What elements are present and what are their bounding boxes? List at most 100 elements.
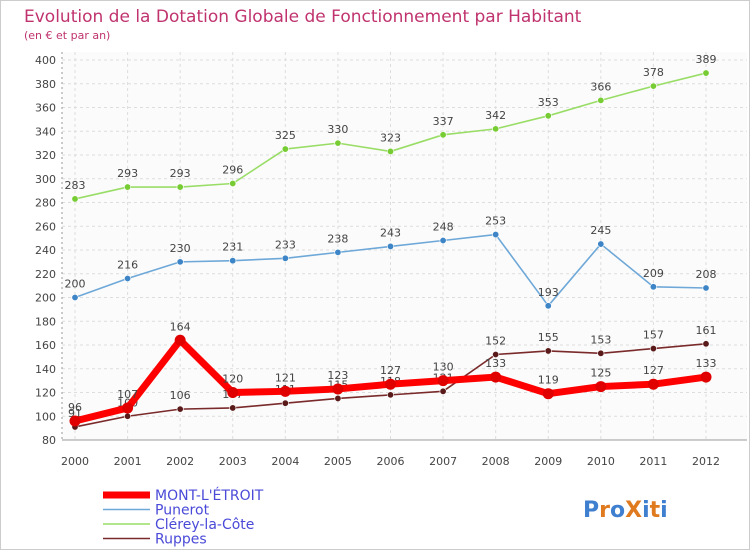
data-point bbox=[492, 125, 500, 133]
x-tick-label: 2000 bbox=[61, 455, 89, 468]
x-tick-label: 2002 bbox=[166, 455, 194, 468]
data-point bbox=[174, 334, 186, 346]
data-point bbox=[439, 237, 447, 245]
data-label: 200 bbox=[65, 278, 86, 291]
y-tick-label: 280 bbox=[35, 197, 56, 210]
data-label: 120 bbox=[222, 373, 243, 386]
legend-label: Clérey-la-Côte bbox=[155, 517, 254, 533]
data-label: 152 bbox=[485, 335, 506, 348]
data-point bbox=[334, 139, 342, 147]
legend-label: Ruppes bbox=[155, 532, 207, 548]
logo-letter: o bbox=[610, 498, 625, 523]
data-label: 133 bbox=[485, 357, 506, 370]
x-tick-label: 2005 bbox=[324, 455, 352, 468]
data-point bbox=[334, 248, 342, 256]
data-point bbox=[69, 415, 81, 427]
y-tick-label: 200 bbox=[35, 292, 56, 305]
logo-letter: r bbox=[599, 498, 610, 523]
data-label: 127 bbox=[380, 364, 401, 377]
y-tick-label: 400 bbox=[35, 54, 56, 67]
proxiti-logo: ProXiti bbox=[583, 498, 668, 523]
data-label: 161 bbox=[696, 324, 717, 337]
data-point bbox=[700, 371, 712, 383]
data-label: 153 bbox=[590, 333, 611, 346]
y-tick-label: 300 bbox=[35, 173, 56, 186]
data-label: 216 bbox=[117, 259, 138, 272]
data-point bbox=[124, 274, 132, 282]
data-point bbox=[124, 183, 132, 191]
logo-text: ProXiti bbox=[583, 498, 668, 523]
data-label: 323 bbox=[380, 131, 401, 144]
legend-label: Punerot bbox=[155, 503, 210, 519]
data-point bbox=[439, 131, 447, 139]
data-label: 164 bbox=[170, 320, 191, 333]
data-point bbox=[281, 399, 289, 407]
data-point bbox=[176, 405, 184, 413]
data-point bbox=[71, 293, 79, 301]
chart-subtitle: (en € et par an) bbox=[24, 29, 110, 42]
data-point bbox=[597, 240, 605, 248]
data-point bbox=[490, 371, 502, 383]
y-tick-label: 260 bbox=[35, 220, 56, 233]
data-point bbox=[595, 381, 607, 393]
data-point bbox=[439, 387, 447, 395]
data-point bbox=[544, 302, 552, 310]
data-point bbox=[334, 394, 342, 402]
data-point bbox=[702, 69, 710, 77]
data-point bbox=[597, 96, 605, 104]
y-tick-label: 180 bbox=[35, 315, 56, 328]
data-point bbox=[229, 257, 237, 265]
data-point bbox=[281, 145, 289, 153]
x-tick-label: 2004 bbox=[271, 455, 299, 468]
x-tick-label: 2006 bbox=[377, 455, 405, 468]
data-label: 155 bbox=[538, 331, 559, 344]
x-tick-label: 2011 bbox=[639, 455, 667, 468]
data-label: 125 bbox=[590, 367, 611, 380]
data-label: 231 bbox=[222, 241, 243, 254]
data-label: 248 bbox=[433, 221, 454, 234]
x-tick-label: 2003 bbox=[219, 455, 247, 468]
data-label: 353 bbox=[538, 96, 559, 109]
data-point bbox=[544, 112, 552, 120]
data-point bbox=[229, 404, 237, 412]
axes: 80 100 120 140 160 180 200 220 240 260 280 300 320 34… bbox=[35, 52, 747, 468]
y-tick-label: 120 bbox=[35, 387, 56, 400]
data-point bbox=[702, 340, 710, 348]
data-label: 283 bbox=[65, 179, 86, 192]
chart-title: Evolution de la Dotation Globale de Fonc… bbox=[24, 7, 582, 27]
y-tick-label: 140 bbox=[35, 363, 56, 376]
data-label: 238 bbox=[327, 232, 348, 245]
data-label: 243 bbox=[380, 226, 401, 239]
data-label: 233 bbox=[275, 238, 296, 251]
data-point bbox=[176, 258, 184, 266]
x-tick-label: 2001 bbox=[114, 455, 142, 468]
data-label: 245 bbox=[590, 224, 611, 237]
data-point bbox=[649, 345, 657, 353]
y-tick-label: 220 bbox=[35, 268, 56, 281]
series-2: 283 293 293 296 325 330 323 337 342 353 366 378 389 bbox=[65, 53, 717, 203]
y-tick-label: 80 bbox=[42, 434, 56, 447]
data-label: 193 bbox=[538, 286, 559, 299]
y-tick-label: 340 bbox=[35, 125, 56, 138]
data-label: 389 bbox=[696, 53, 717, 66]
data-label: 208 bbox=[696, 268, 717, 281]
data-label: 106 bbox=[170, 389, 191, 402]
data-point bbox=[649, 283, 657, 291]
data-point bbox=[492, 231, 500, 239]
data-point bbox=[544, 347, 552, 355]
y-tick-label: 320 bbox=[35, 149, 56, 162]
data-point bbox=[279, 385, 291, 397]
data-label: 378 bbox=[643, 66, 664, 79]
logo-letter: i bbox=[642, 498, 650, 523]
data-point bbox=[649, 82, 657, 90]
data-point bbox=[386, 391, 394, 399]
data-point bbox=[124, 412, 132, 420]
data-point bbox=[437, 375, 449, 387]
data-point bbox=[227, 387, 239, 398]
x-tick-label: 2007 bbox=[429, 455, 457, 468]
data-point bbox=[281, 254, 289, 262]
data-label: 96 bbox=[68, 401, 82, 414]
